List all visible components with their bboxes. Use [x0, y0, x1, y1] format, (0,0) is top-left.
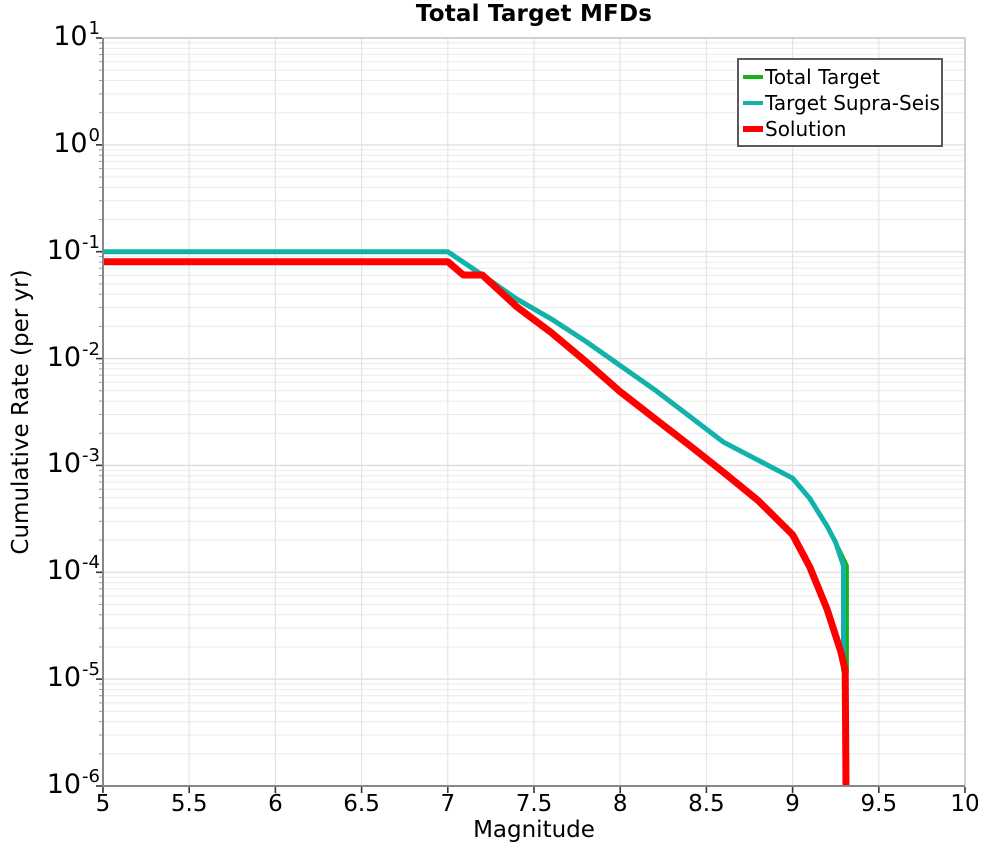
x-tick-label-6.5: 6.5 — [343, 791, 380, 817]
legend: Total Target Target Supra-Seis Solution — [737, 58, 943, 147]
y-tick-base: 10 — [46, 555, 82, 587]
legend-item-total-target: Total Target — [743, 64, 941, 90]
series-target-supra-seis — [103, 249, 846, 672]
y-tick-label-1e-6: 10-6 — [10, 766, 100, 803]
chart-title: Total Target MFDs — [415, 1, 653, 27]
y-tick-exponent: 1 — [88, 18, 100, 39]
y-tick-base: 10 — [46, 662, 82, 694]
y-tick-base: 10 — [53, 127, 88, 159]
x-tick-label-7: 7 — [440, 791, 456, 817]
y-axis-label: Cumulative Rate (per yr) — [8, 269, 34, 555]
y-tick-exponent: 0 — [88, 124, 100, 146]
y-tick-exponent: -2 — [82, 338, 100, 360]
x-tick-label-6: 6 — [268, 791, 283, 817]
legend-item-target-supra-seis: Target Supra-Seis — [743, 90, 941, 116]
x-tick-label-5: 5 — [95, 791, 111, 817]
y-tick-exponent: -3 — [82, 445, 100, 467]
x-tick-label-8: 8 — [612, 791, 628, 817]
y-tick-label-1e-4: 10-4 — [10, 552, 100, 589]
y-tick-label-1e-2: 10-2 — [10, 339, 100, 376]
y-tick-label-1e1: 101 — [10, 18, 100, 55]
legend-item-solution: Solution — [743, 116, 941, 142]
legend-line-swatch — [743, 75, 763, 79]
y-tick-label-1e-1: 10-1 — [10, 232, 100, 269]
x-tick-label-9.5: 9.5 — [860, 791, 898, 817]
y-tick-base: 10 — [46, 341, 82, 373]
y-tick-base: 10 — [53, 21, 88, 52]
legend-label: Total Target — [765, 65, 880, 89]
series-solution — [103, 258, 850, 787]
legend-line-swatch — [743, 126, 763, 132]
y-tick-exponent: -1 — [82, 231, 100, 253]
x-tick-label-5.5: 5.5 — [170, 791, 208, 817]
y-tick-label-1e-5: 10-5 — [10, 659, 100, 696]
legend-label: Target Supra-Seis — [765, 91, 940, 115]
legend-label: Solution — [765, 117, 847, 141]
x-tick-label-10: 10 — [950, 791, 980, 817]
y-tick-base: 10 — [46, 234, 82, 266]
x-tick-label-7.5: 7.5 — [515, 791, 553, 817]
y-tick-label-1e-3: 10-3 — [10, 445, 100, 482]
plot-frame-left-bottom — [102, 38, 965, 787]
x-tick-label-8.5: 8.5 — [688, 791, 725, 817]
legend-line-swatch — [743, 101, 763, 105]
x-tick-label-9: 9 — [785, 791, 800, 817]
y-tick-label-1e0: 100 — [10, 125, 100, 162]
plot-frame-top-right — [103, 37, 966, 786]
y-tick-base: 10 — [46, 769, 82, 800]
series-total-target — [103, 249, 849, 673]
y-tick-exponent: -6 — [82, 766, 100, 787]
y-tick-exponent: -5 — [82, 659, 100, 681]
x-axis-label: Magnitude — [473, 817, 595, 843]
y-tick-exponent: -4 — [82, 552, 100, 574]
y-tick-base: 10 — [46, 448, 82, 480]
